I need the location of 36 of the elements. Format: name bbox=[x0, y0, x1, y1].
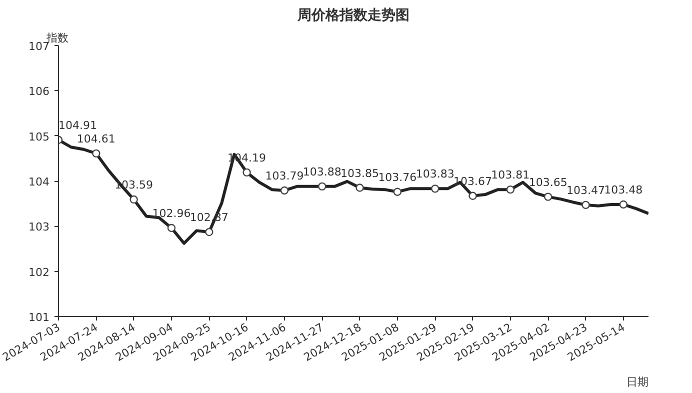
point bbox=[356, 184, 364, 192]
point bbox=[430, 184, 440, 193]
x-axis-title: 日期 bbox=[626, 376, 648, 388]
point bbox=[130, 195, 138, 204]
y-tick-label: 104 bbox=[28, 176, 50, 188]
y-tick-label: 105 bbox=[28, 130, 50, 144]
data-label: 103.48 bbox=[604, 183, 643, 196]
point bbox=[242, 168, 251, 177]
point bbox=[92, 149, 100, 158]
data-label: 103.47 bbox=[566, 184, 605, 197]
data-label: 104.61 bbox=[76, 132, 116, 146]
data-label: 103.85 bbox=[340, 166, 380, 180]
y-tick-label: 107 bbox=[28, 40, 50, 53]
point bbox=[506, 185, 515, 194]
point bbox=[318, 182, 326, 191]
data-label: 103.76 bbox=[378, 170, 417, 184]
data-label: 103.83 bbox=[416, 168, 454, 181]
point bbox=[205, 228, 214, 236]
data-label: 103.81 bbox=[491, 168, 530, 182]
point bbox=[167, 224, 176, 232]
point bbox=[393, 188, 402, 196]
y-tick-label: 103 bbox=[28, 220, 50, 234]
data-label: 103.88 bbox=[302, 165, 342, 178]
point bbox=[468, 192, 477, 200]
data-label: 103.79 bbox=[265, 169, 304, 182]
y-tick-label: 102 bbox=[28, 266, 50, 279]
y-tick-label: 106 bbox=[28, 85, 50, 98]
point bbox=[544, 192, 552, 201]
data-label: 102.96 bbox=[152, 206, 191, 220]
chart-title: 周价格指数走势图 bbox=[296, 8, 410, 24]
data-label: 103.65 bbox=[528, 176, 568, 189]
y-tick-label: 101 bbox=[28, 311, 50, 324]
data-label: 104.91 bbox=[58, 118, 97, 132]
point bbox=[619, 200, 628, 209]
point bbox=[280, 186, 289, 195]
point bbox=[582, 200, 590, 210]
